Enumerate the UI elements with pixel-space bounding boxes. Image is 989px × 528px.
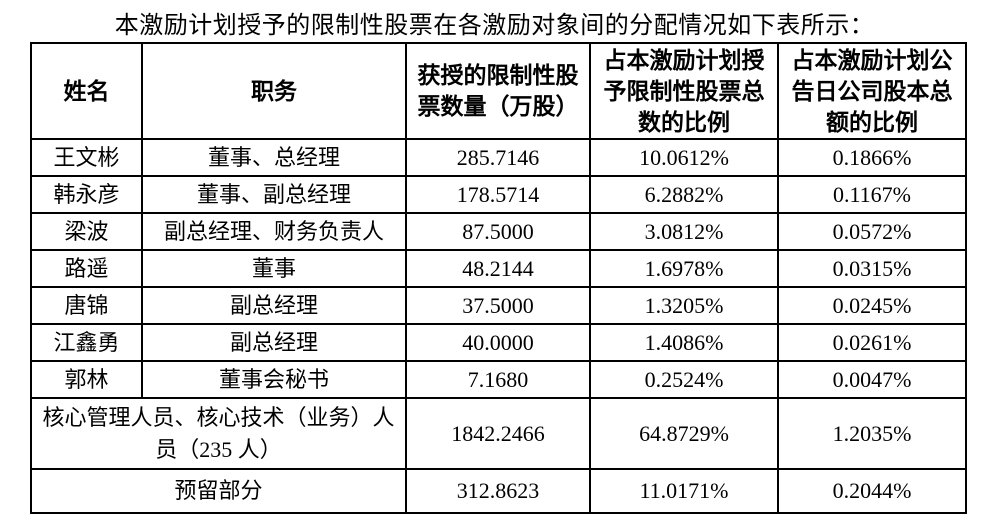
cell-pct-of-capital: 0.0261% xyxy=(777,323,967,362)
cell-shares: 285.7146 xyxy=(405,138,591,177)
cell-shares: 40.0000 xyxy=(405,323,591,362)
cell-pct-of-capital: 0.0245% xyxy=(777,286,967,325)
cell-pct-of-plan: 0.2524% xyxy=(589,360,779,399)
cell-pct-of-plan: 1.4086% xyxy=(589,323,779,362)
cell-pct-of-plan: 1.6978% xyxy=(589,249,779,288)
cell-position: 副总经理 xyxy=(141,323,407,362)
header-pct-of-capital: 占本激励计划公告日公司股本总额的比例 xyxy=(777,42,967,140)
table-header-row: 姓名 职务 获授的限制性股票数量（万股） 占本激励计划授予限制性股票总数的比例 … xyxy=(30,42,967,140)
cell-name: 路遥 xyxy=(30,249,143,288)
table-row: 江鑫勇 副总经理 40.0000 1.4086% 0.0261% xyxy=(30,323,967,362)
cell-shares: 178.5714 xyxy=(405,175,591,214)
cell-position: 副总经理 xyxy=(141,286,407,325)
cell-name: 韩永彦 xyxy=(30,175,143,214)
cell-position: 董事会秘书 xyxy=(141,360,407,399)
cell-shares: 1842.2466 xyxy=(405,397,591,470)
header-name: 姓名 xyxy=(30,42,143,140)
cell-position: 副总经理、财务负责人 xyxy=(141,212,407,251)
cell-pct-of-capital: 0.1167% xyxy=(777,175,967,214)
cell-position: 董事、副总经理 xyxy=(141,175,407,214)
header-shares-granted: 获授的限制性股票数量（万股） xyxy=(405,42,591,140)
cell-pct-of-plan: 11.0171% xyxy=(589,468,779,514)
cell-name: 梁波 xyxy=(30,212,143,251)
table-row: 唐锦 副总经理 37.5000 1.3205% 0.0245% xyxy=(30,286,967,325)
intro-paragraph: 本激励计划授予的限制性股票在各激励对象间的分配情况如下表所示： xyxy=(114,13,875,39)
cell-name: 王文彬 xyxy=(30,138,143,177)
table-row: 王文彬 董事、总经理 285.7146 10.0612% 0.1866% xyxy=(30,138,967,177)
cell-position: 董事 xyxy=(141,249,407,288)
cell-pct-of-capital: 1.2035% xyxy=(777,397,967,470)
cell-position: 董事、总经理 xyxy=(141,138,407,177)
cell-pct-of-capital: 0.0047% xyxy=(777,360,967,399)
cell-pct-of-plan: 1.3205% xyxy=(589,286,779,325)
cell-pct-of-plan: 3.0812% xyxy=(589,212,779,251)
cell-shares: 87.5000 xyxy=(405,212,591,251)
cell-pct-of-plan: 64.8729% xyxy=(589,397,779,470)
table-row-core-personnel: 核心管理人员、核心技术（业务）人员（235 人） 1842.2466 64.87… xyxy=(30,397,967,470)
table-row: 梁波 副总经理、财务负责人 87.5000 3.0812% 0.0572% xyxy=(30,212,967,251)
cell-pct-of-capital: 0.1866% xyxy=(777,138,967,177)
cell-pct-of-capital: 0.2044% xyxy=(777,468,967,514)
cell-pct-of-capital: 0.0315% xyxy=(777,249,967,288)
header-pct-of-plan: 占本激励计划授予限制性股票总数的比例 xyxy=(589,42,779,140)
table-row: 路遥 董事 48.2144 1.6978% 0.0315% xyxy=(30,249,967,288)
table-row: 郭林 董事会秘书 7.1680 0.2524% 0.0047% xyxy=(30,360,967,399)
cell-shares: 37.5000 xyxy=(405,286,591,325)
cell-pct-of-plan: 10.0612% xyxy=(589,138,779,177)
cell-name: 唐锦 xyxy=(30,286,143,325)
cell-name: 江鑫勇 xyxy=(30,323,143,362)
cell-shares: 48.2144 xyxy=(405,249,591,288)
cell-group-label: 预留部分 xyxy=(30,468,407,514)
cell-shares: 312.8623 xyxy=(405,468,591,514)
cell-name: 郭林 xyxy=(30,360,143,399)
cell-shares: 7.1680 xyxy=(405,360,591,399)
table-row: 韩永彦 董事、副总经理 178.5714 6.2882% 0.1167% xyxy=(30,175,967,214)
table-row-reserved: 预留部分 312.8623 11.0171% 0.2044% xyxy=(30,468,967,514)
header-position: 职务 xyxy=(141,42,407,140)
allocation-table: 姓名 职务 获授的限制性股票数量（万股） 占本激励计划授予限制性股票总数的比例 … xyxy=(30,42,967,514)
cell-group-label: 核心管理人员、核心技术（业务）人员（235 人） xyxy=(30,397,407,470)
cell-pct-of-capital: 0.0572% xyxy=(777,212,967,251)
cell-pct-of-plan: 6.2882% xyxy=(589,175,779,214)
